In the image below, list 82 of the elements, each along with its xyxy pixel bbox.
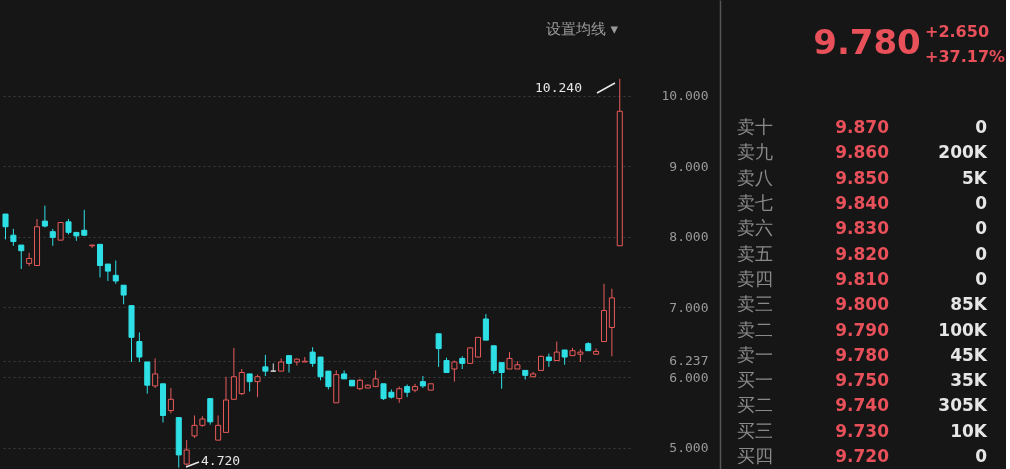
candlestick (254, 374, 261, 398)
category-label: 卖四 (737, 267, 773, 289)
candlestick (435, 333, 442, 368)
data-label: 45K (950, 344, 988, 365)
candlestick (26, 252, 33, 267)
candlestick (482, 313, 489, 341)
data-label: 200K (938, 142, 988, 163)
candlestick (144, 361, 151, 395)
annotation: 设置均线 ▾ (545, 20, 619, 38)
y-tick-label: 8.000 (669, 229, 709, 245)
data-label: 0 (975, 117, 988, 138)
category-label: 卖二 (737, 318, 773, 340)
category-label: 卖八 (737, 166, 773, 188)
candlestick (262, 354, 269, 377)
candlestick (215, 414, 222, 441)
annotation: 4.720 (201, 453, 241, 468)
text: +37.17% (925, 47, 1006, 66)
text: 9.780 (813, 22, 921, 62)
candlestick (2, 213, 9, 240)
category-label: 卖七 (737, 192, 773, 213)
candlestick (167, 387, 174, 414)
candlestick (112, 260, 119, 285)
y-tick-label: 6.237 (669, 353, 709, 369)
text: +2.650 (925, 22, 990, 41)
y-tick-label: 5.000 (669, 440, 709, 456)
candlestick (419, 375, 426, 389)
y-tick-label: 6.000 (669, 369, 709, 385)
data-label: 305K (938, 395, 988, 416)
candlestick (285, 355, 293, 374)
data-label: 0 (975, 268, 988, 289)
data-label: 10K (950, 420, 988, 441)
candlestick (120, 284, 127, 305)
category-label: 卖九 (737, 141, 773, 163)
category-label: 买一 (737, 369, 773, 391)
annotation: 10.240 (535, 80, 582, 95)
data-label: 35K (950, 370, 988, 391)
candlestick (136, 331, 143, 363)
candlestick (89, 244, 96, 249)
category-label: 卖一 (737, 343, 773, 365)
candlestick (104, 263, 111, 282)
category-label: 卖六 (737, 217, 773, 239)
data-label: 0 (975, 446, 988, 467)
data-label: 9.790 (835, 319, 890, 340)
candlestick (238, 368, 245, 396)
category-label: 卖十 (737, 116, 773, 138)
data-label: 85K (950, 294, 988, 315)
candlestick (545, 353, 552, 368)
category-label: 卖三 (737, 293, 773, 315)
candlestick (183, 439, 190, 466)
category-label: 买三 (737, 419, 773, 441)
candlestick (474, 336, 482, 358)
category-label: 卖五 (737, 242, 773, 264)
data-label: 9.750 (835, 370, 890, 391)
candlestick (207, 398, 214, 426)
candlestick (18, 244, 25, 270)
data-label: 0 (975, 243, 988, 264)
data-label: 0 (975, 218, 988, 239)
candlestick (152, 357, 159, 389)
data-label: 9.780 (835, 344, 890, 365)
category-label: 买二 (737, 394, 773, 416)
data-label: 9.860 (835, 142, 890, 163)
data-label: 100K (938, 319, 988, 340)
y-tick-label: 9.000 (669, 158, 709, 174)
data-label: 9.740 (835, 395, 890, 416)
data-label: 9.820 (835, 243, 890, 264)
data-label: 9.870 (835, 117, 890, 138)
y-tick-label: 10.000 (661, 88, 709, 104)
data-label: 9.840 (835, 193, 890, 213)
data-label: 9.800 (835, 294, 890, 315)
data-label: 9.720 (835, 446, 890, 467)
data-label: 9.810 (835, 268, 890, 289)
data-label: 0 (975, 193, 988, 213)
candlestick (96, 243, 104, 278)
data-label: 5K (961, 167, 988, 188)
y-tick-label: 7.000 (669, 299, 709, 315)
candlestick (404, 384, 411, 398)
data-label: 9.850 (835, 167, 890, 188)
category-label: 买四 (737, 445, 773, 467)
data-label: 9.830 (835, 218, 890, 239)
candlestick (553, 341, 560, 362)
data-label: 9.730 (835, 420, 890, 441)
candlestick (230, 347, 237, 400)
